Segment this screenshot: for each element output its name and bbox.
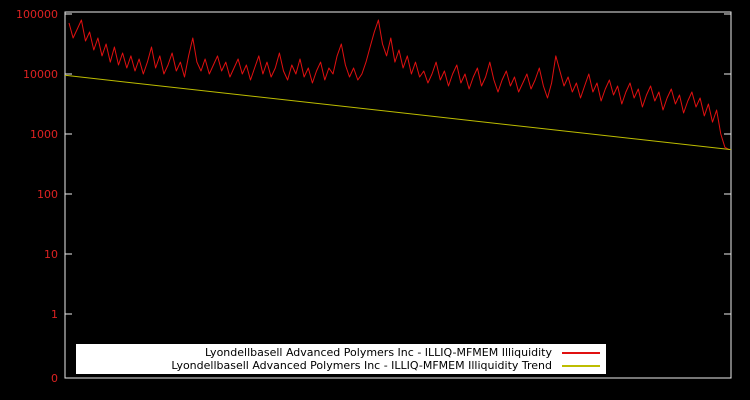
y-axis-tick-label: 10 bbox=[44, 248, 58, 261]
plot-border bbox=[64, 11, 732, 379]
y-axis-tick-label: 10000 bbox=[23, 68, 58, 81]
y-axis-tick-label: 0 bbox=[51, 372, 58, 385]
y-axis-tick-label: 1 bbox=[51, 308, 58, 321]
legend-line-sample-trend bbox=[562, 364, 600, 367]
y-axis-tick-label: 1000 bbox=[30, 128, 58, 141]
legend-line-sample-illiquidity bbox=[562, 351, 600, 354]
legend-entry-trend: Lyondellbasell Advanced Polymers Inc - I… bbox=[82, 359, 600, 372]
legend-entry-illiquidity: Lyondellbasell Advanced Polymers Inc - I… bbox=[82, 346, 600, 359]
illiquidity-trend-line bbox=[64, 74, 732, 151]
legend-label-trend: Lyondellbasell Advanced Polymers Inc - I… bbox=[171, 359, 552, 372]
legend-label-illiquidity: Lyondellbasell Advanced Polymers Inc - I… bbox=[204, 346, 552, 359]
y-axis-tick-label: 100 bbox=[37, 188, 58, 201]
illiquidity-series-line bbox=[68, 19, 730, 151]
legend: Lyondellbasell Advanced Polymers Inc - I… bbox=[76, 344, 606, 374]
y-axis-tick-label: 100000 bbox=[16, 8, 58, 21]
